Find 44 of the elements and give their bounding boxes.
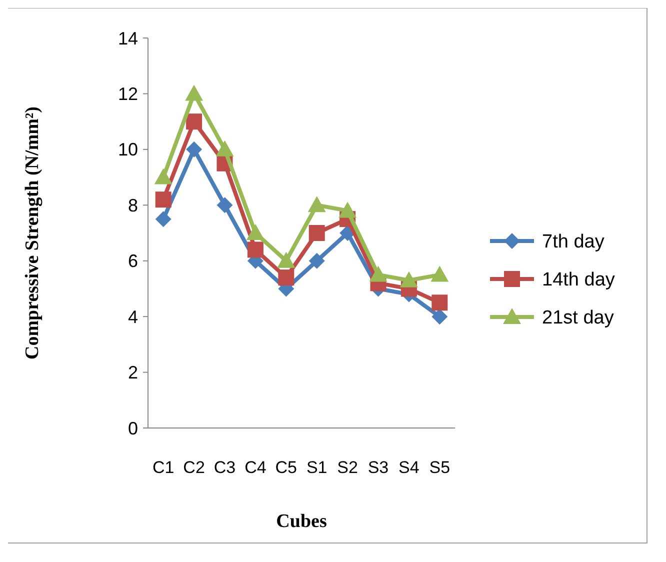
y-tick-label: 2 xyxy=(128,362,138,383)
point xyxy=(430,266,449,282)
point xyxy=(186,141,202,158)
point xyxy=(278,270,294,286)
x-axis-title: Cubes xyxy=(276,511,327,532)
y-tick-label: 10 xyxy=(118,140,138,160)
legend-label: 14th day xyxy=(542,270,616,291)
point xyxy=(432,294,448,311)
point xyxy=(308,225,325,241)
x-tick-label: C5 xyxy=(275,458,298,477)
point xyxy=(308,252,325,269)
x-tick-label: C1 xyxy=(152,458,174,477)
point xyxy=(247,242,264,258)
x-tick-label: S4 xyxy=(398,458,420,477)
x-tick-label: C3 xyxy=(214,458,236,477)
point xyxy=(155,192,172,208)
x-tick-label: S2 xyxy=(337,458,358,477)
point xyxy=(400,271,418,288)
point xyxy=(216,140,234,156)
point xyxy=(277,252,296,268)
point xyxy=(432,308,448,325)
y-tick-label: 12 xyxy=(118,84,138,104)
legend-label: 21st day xyxy=(542,308,614,329)
y-axis-title: Compressive Strength (N/mm²) xyxy=(22,106,43,360)
x-tick-label: C4 xyxy=(244,458,266,477)
x-tick-label: C2 xyxy=(183,458,205,477)
point xyxy=(154,168,172,184)
y-tick-label: 4 xyxy=(128,306,138,327)
y-tick-label: 8 xyxy=(128,195,138,216)
point xyxy=(155,211,172,228)
point xyxy=(338,202,357,218)
x-tick-label: S3 xyxy=(368,458,389,477)
y-tick-label: 14 xyxy=(118,28,138,48)
point xyxy=(216,197,233,214)
point xyxy=(185,84,204,101)
point xyxy=(246,224,264,240)
y-tick-label: 0 xyxy=(128,418,138,438)
point xyxy=(369,266,388,282)
y-tick-label: 6 xyxy=(128,251,138,272)
x-tick-label: S1 xyxy=(306,458,328,477)
legend-label: 7th day xyxy=(542,232,605,253)
point xyxy=(186,114,202,130)
point xyxy=(308,196,326,212)
x-tick-label: S5 xyxy=(429,458,450,477)
